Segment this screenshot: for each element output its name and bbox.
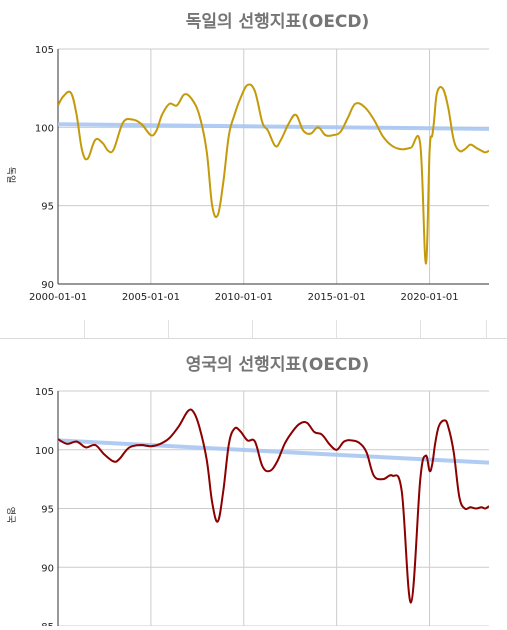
chart-panel-germany: 독일의 선행지표(OECD) 90 95 100 105 2000-01-01 2005-0… xyxy=(0,12,507,321)
chart-title: 영국의 선행지표(OECD) xyxy=(186,355,370,375)
trend-line xyxy=(58,438,489,465)
y-axis-label: 독일 xyxy=(5,167,16,184)
y-tick-label: 90 xyxy=(41,563,54,574)
series-line xyxy=(58,408,489,604)
chart-title: 독일의 선행지표(OECD) xyxy=(186,12,370,32)
x-tick-label: 2010-01-01 xyxy=(215,292,273,303)
y-tick-label: 100 xyxy=(35,446,54,457)
y-tick-label: 95 xyxy=(41,505,54,516)
y-tick-label: 105 xyxy=(35,45,54,56)
plot-area xyxy=(58,408,489,604)
chart-panel-uk: 영국의 선행지표(OECD) 85 90 95 100 105 영국 xyxy=(0,338,507,630)
series-line xyxy=(58,83,489,265)
y-axis-label: 영국 xyxy=(5,507,16,524)
panel-gap xyxy=(0,320,507,338)
chart-germany: 독일의 선행지표(OECD) 90 95 100 105 2000-01-01 2005-0… xyxy=(5,12,489,303)
y-tick-label: 85 xyxy=(41,622,54,626)
y-tick-label: 90 xyxy=(41,280,54,291)
x-tick-label: 2005-01-01 xyxy=(122,292,180,303)
y-tick-label: 100 xyxy=(35,123,54,134)
y-tick-label: 105 xyxy=(35,387,54,398)
y-tick-label: 95 xyxy=(41,202,54,213)
x-tick-label: 2015-01-01 xyxy=(308,292,366,303)
plot-area xyxy=(58,83,489,265)
x-tick-label: 2000-01-01 xyxy=(29,292,87,303)
x-tick-label: 2020-01-01 xyxy=(400,292,458,303)
trend-line xyxy=(58,122,489,131)
chart-uk: 영국의 선행지표(OECD) 85 90 95 100 105 영국 xyxy=(5,355,489,630)
